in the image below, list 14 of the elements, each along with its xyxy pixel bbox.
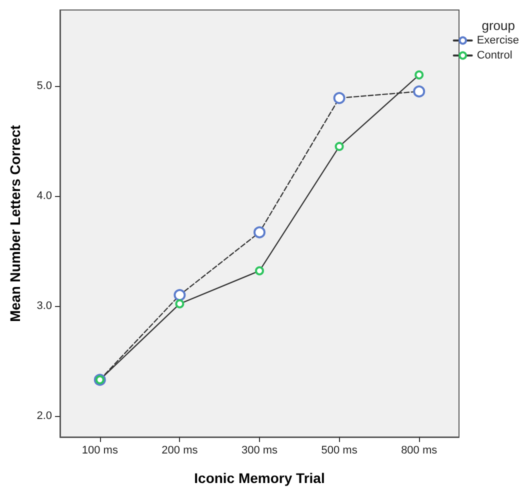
y-tick-label: 3.0 (36, 300, 52, 312)
x-tick-label: 800 ms (401, 444, 438, 456)
x-axis-title: Iconic Memory Trial (194, 470, 325, 486)
y-tick-label: 5.0 (36, 80, 52, 92)
legend-title: group (482, 18, 515, 33)
y-tick-label: 4.0 (36, 190, 52, 202)
x-tick-label: 100 ms (82, 444, 118, 456)
y-tick-label: 2.0 (36, 410, 52, 422)
x-tick-label: 300 ms (241, 444, 278, 456)
legend-label: Control (476, 50, 512, 62)
x-tick-label: 200 ms (162, 444, 198, 456)
y-axis-title: Mean Number Letters Correct (7, 124, 23, 322)
x-tick-label: 500 ms (321, 444, 358, 456)
legend-label: Exercise (476, 34, 520, 46)
